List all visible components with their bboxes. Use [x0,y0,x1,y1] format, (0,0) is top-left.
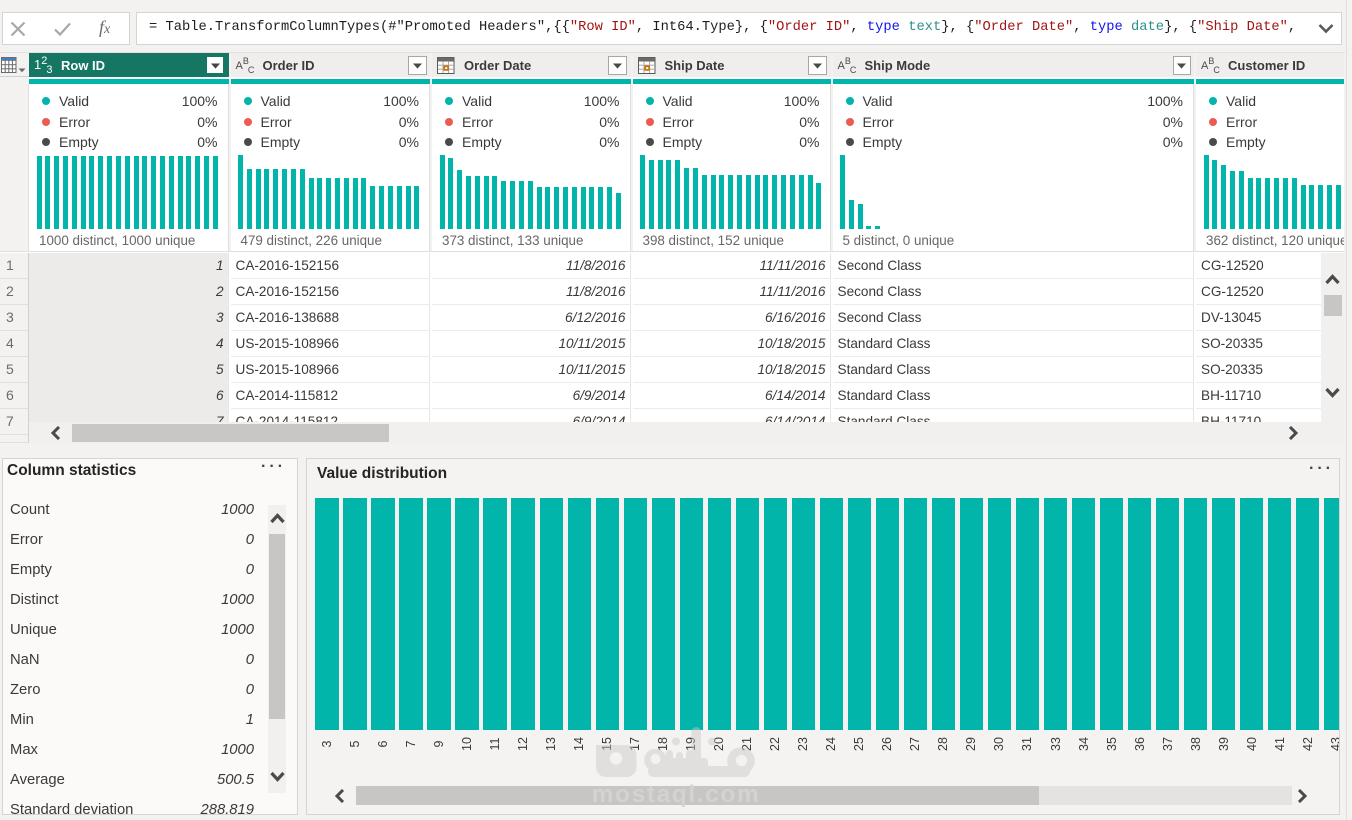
svg-text:mostaql.com: mostaql.com [592,781,761,808]
